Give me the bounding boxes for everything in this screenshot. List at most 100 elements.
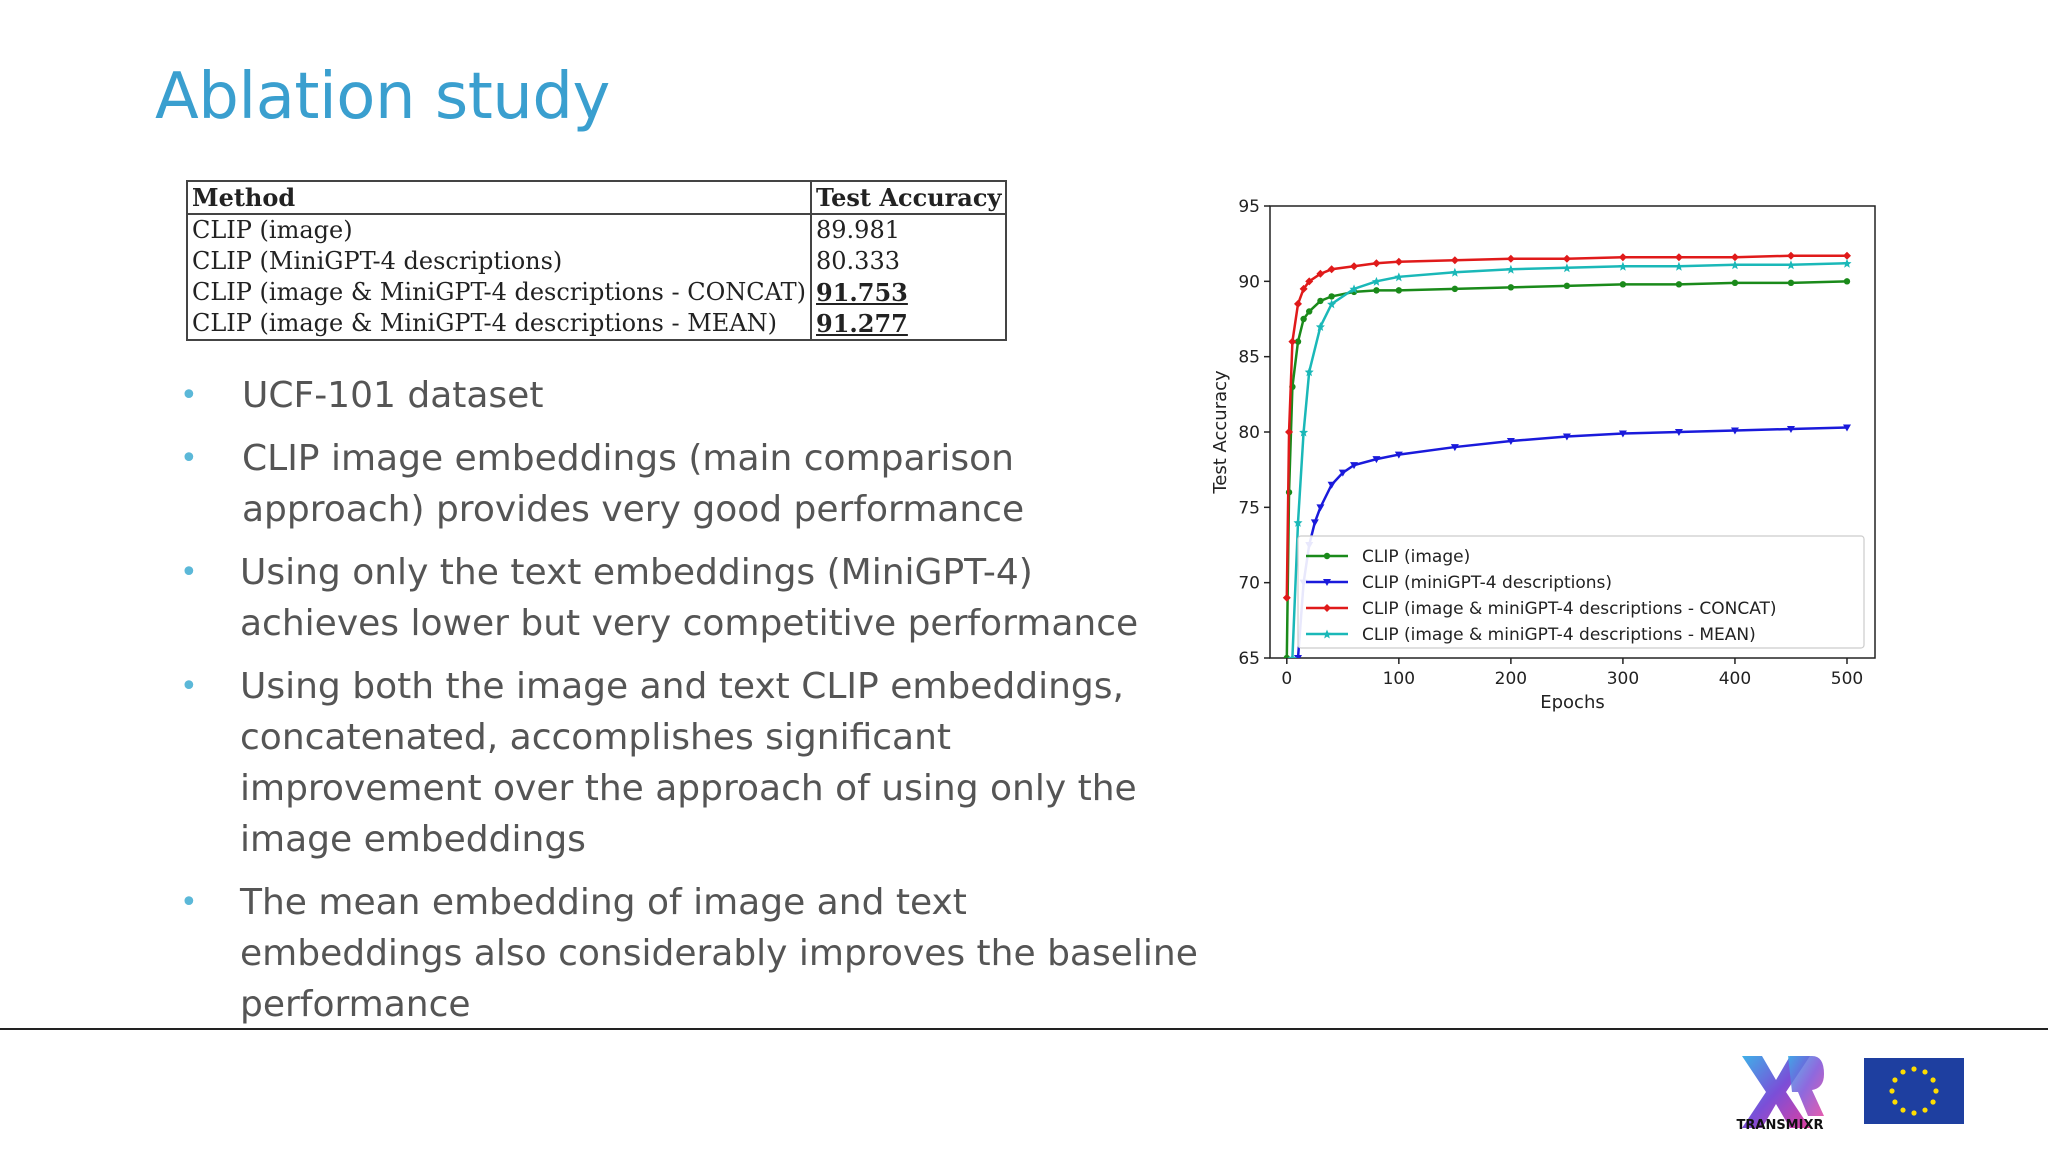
accuracy-chart: 65 70 75 80 85 90 95 0 100 200 300 400 500 Epochs Test… [1210, 197, 1876, 713]
legend-label: CLIP (miniGPT-4 descriptions) [1362, 573, 1612, 593]
data-point [1674, 261, 1684, 271]
bullet-item: • The mean embedding of image and text e… [180, 877, 1200, 1030]
data-point [1730, 260, 1740, 270]
data-point [1372, 456, 1381, 464]
data-point [1786, 425, 1795, 433]
data-point [1294, 299, 1303, 308]
method-cell: CLIP (image) [192, 216, 353, 244]
data-point [1372, 259, 1381, 268]
bullet-text: Using both the image and text CLIP embed… [240, 666, 1137, 860]
x-axis-label: Epochs [1540, 692, 1605, 713]
table-row: CLIP (image) 89.981 [187, 214, 1007, 246]
bullet-dot-icon: • [180, 555, 198, 590]
data-point [1675, 281, 1683, 288]
eu-star [1900, 1107, 1906, 1113]
data-point [1327, 265, 1336, 274]
data-point [1306, 308, 1313, 315]
data-point [1618, 253, 1627, 262]
bullet-item: • Using only the text embeddings (MiniGP… [180, 547, 1200, 649]
legend-marker [1323, 552, 1331, 560]
table-header-row: Method Test Accuracy [187, 181, 1007, 215]
eu-star [1911, 1110, 1917, 1116]
data-point [1300, 315, 1307, 323]
legend-marker [1323, 604, 1331, 612]
data-point [1327, 481, 1336, 489]
accuracy-cell: 80.333 [810, 246, 1007, 277]
table-row: CLIP (image & MiniGPT-4 descriptions - M… [187, 308, 1007, 340]
method-cell: CLIP (MiniGPT-4 descriptions) [192, 247, 563, 275]
header-test-accuracy: Test Accuracy [810, 181, 1007, 215]
bullet-dot-icon: • [180, 441, 198, 476]
eu-star [1889, 1088, 1895, 1094]
data-point [1394, 272, 1404, 282]
y-tick-label: 75 [1238, 498, 1260, 518]
legend-label: CLIP (image & miniGPT-4 descriptions - C… [1362, 599, 1777, 619]
legend-label: CLIP (image) [1362, 547, 1470, 567]
bullet-dot-icon: • [180, 669, 198, 704]
x-tick-label: 0 [1281, 669, 1292, 689]
data-point [1316, 269, 1325, 278]
y-axis-label: Test Accuracy [1210, 370, 1231, 495]
data-point [1282, 593, 1291, 602]
eu-star [1930, 1077, 1936, 1083]
bullet-dot-icon: • [180, 885, 198, 920]
bullet-text: CLIP image embeddings (main comparison a… [242, 438, 1025, 530]
y-tick-label: 80 [1238, 423, 1260, 443]
bullet-list: • UCF-101 dataset • CLIP image embedding… [180, 370, 1200, 1042]
x-tick-label: 400 [1719, 669, 1751, 689]
bullet-item: • Using both the image and text CLIP emb… [180, 661, 1200, 865]
accuracy-cell: 89.981 [810, 214, 1007, 246]
bullet-item: • UCF-101 dataset [180, 370, 1200, 421]
data-point [1451, 285, 1459, 293]
bullet-text: UCF-101 dataset [242, 375, 544, 416]
eu-star [1922, 1069, 1928, 1075]
data-point [1327, 299, 1337, 309]
eu-star [1892, 1099, 1898, 1105]
data-point [1373, 287, 1380, 294]
data-point [1299, 284, 1308, 293]
data-point [1317, 297, 1324, 305]
data-point [1350, 462, 1359, 470]
data-point [1450, 267, 1460, 277]
data-point [1305, 277, 1314, 286]
legend-marker [1323, 579, 1331, 586]
data-point [1450, 256, 1459, 265]
data-point [1842, 251, 1851, 260]
data-point [1843, 278, 1851, 285]
x-tick-label: 300 [1607, 669, 1639, 689]
method-cell: CLIP (image & MiniGPT-4 descriptions - C… [192, 278, 807, 306]
data-point [1304, 367, 1314, 377]
data-point [1563, 282, 1571, 290]
data-point [1299, 427, 1309, 437]
data-point [1674, 429, 1683, 436]
eu-star [1900, 1069, 1906, 1075]
data-point [1285, 428, 1294, 436]
transmixr-logo [1742, 1056, 1824, 1128]
data-point [1618, 430, 1627, 438]
data-point [1506, 438, 1515, 446]
data-point [1787, 279, 1795, 287]
y-tick-label: 85 [1238, 348, 1260, 368]
legend-label: CLIP (image & miniGPT-4 descriptions - M… [1362, 625, 1756, 645]
data-point [1730, 253, 1739, 262]
data-point [1506, 254, 1515, 263]
data-point [1328, 293, 1335, 300]
eu-star [1930, 1099, 1936, 1105]
data-point [1293, 517, 1303, 527]
legend-box [1297, 535, 1865, 649]
data-point [1562, 433, 1571, 441]
bullet-dot-icon: • [180, 378, 198, 413]
header-method: Method [187, 181, 812, 215]
data-point [1842, 424, 1851, 432]
x-tick-label: 100 [1383, 669, 1415, 689]
accuracy-cell: 91.753 [810, 277, 1007, 308]
data-point [1562, 263, 1572, 273]
data-point [1349, 284, 1359, 294]
y-tick-label: 90 [1238, 272, 1260, 292]
data-point [1294, 338, 1302, 345]
bullet-text: The mean embedding of image and text emb… [240, 882, 1198, 1025]
x-tick-label: 200 [1495, 669, 1527, 689]
data-point [1338, 469, 1347, 477]
y-tick-label: 65 [1238, 649, 1260, 669]
table-row: CLIP (MiniGPT-4 descriptions) 80.333 [187, 246, 1007, 277]
